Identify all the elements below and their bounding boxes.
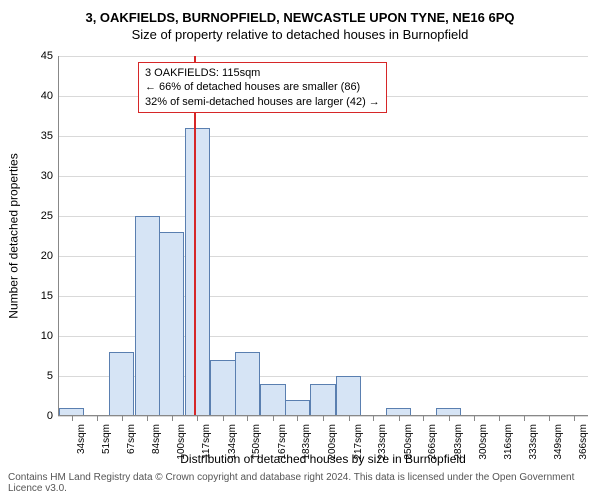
x-tick (524, 416, 525, 421)
x-tick (172, 416, 173, 421)
x-tick (97, 416, 98, 421)
x-tick (273, 416, 274, 421)
annotation-line: 32% of semi-detached houses are larger (… (145, 95, 380, 109)
annotation-line: 3 OAKFIELDS: 115sqm (145, 66, 380, 80)
grid-line (58, 136, 588, 137)
y-tick-label: 10 (23, 330, 53, 342)
x-tick (223, 416, 224, 421)
histogram-bar (285, 400, 310, 416)
x-tick (549, 416, 550, 421)
x-tick (197, 416, 198, 421)
x-tick (399, 416, 400, 421)
grid-line (58, 56, 588, 57)
x-tick (574, 416, 575, 421)
grid-line (58, 176, 588, 177)
histogram-bar (260, 384, 285, 416)
x-tick (349, 416, 350, 421)
histogram-bar (135, 216, 160, 416)
chart-title-sub: Size of property relative to detached ho… (0, 25, 600, 42)
y-tick-label: 5 (23, 370, 53, 382)
y-tick-label: 35 (23, 130, 53, 142)
y-tick-label: 15 (23, 290, 53, 302)
histogram-bar (235, 352, 260, 416)
chart-title-main: 3, OAKFIELDS, BURNOPFIELD, NEWCASTLE UPO… (0, 0, 600, 25)
y-tick-label: 40 (23, 90, 53, 102)
x-tick (474, 416, 475, 421)
annotation-box: 3 OAKFIELDS: 115sqm← 66% of detached hou… (138, 62, 387, 113)
x-axis-title: Distribution of detached houses by size … (58, 452, 588, 466)
y-tick-label: 30 (23, 170, 53, 182)
histogram-bar (109, 352, 134, 416)
histogram-bar (336, 376, 361, 416)
histogram-bar (185, 128, 210, 416)
y-tick-label: 20 (23, 250, 53, 262)
y-tick-label: 0 (23, 410, 53, 422)
y-axis-line (58, 56, 59, 416)
footer-attribution: Contains HM Land Registry data © Crown c… (8, 472, 600, 494)
x-tick (297, 416, 298, 421)
histogram-bar (159, 232, 184, 416)
x-tick (147, 416, 148, 421)
y-tick-label: 45 (23, 50, 53, 62)
x-tick (373, 416, 374, 421)
x-tick (423, 416, 424, 421)
chart-container: 3, OAKFIELDS, BURNOPFIELD, NEWCASTLE UPO… (0, 0, 600, 500)
x-tick (449, 416, 450, 421)
x-tick (499, 416, 500, 421)
x-axis-line (58, 415, 588, 416)
x-tick (247, 416, 248, 421)
histogram-bar (210, 360, 235, 416)
y-axis-title: Number of detached properties (6, 56, 22, 416)
x-tick (323, 416, 324, 421)
y-tick-label: 25 (23, 210, 53, 222)
annotation-line: ← 66% of detached houses are smaller (86… (145, 80, 380, 94)
x-tick (122, 416, 123, 421)
histogram-bar (310, 384, 335, 416)
x-tick (72, 416, 73, 421)
plot-area: 0510152025303540453 OAKFIELDS: 115sqm← 6… (58, 56, 588, 416)
